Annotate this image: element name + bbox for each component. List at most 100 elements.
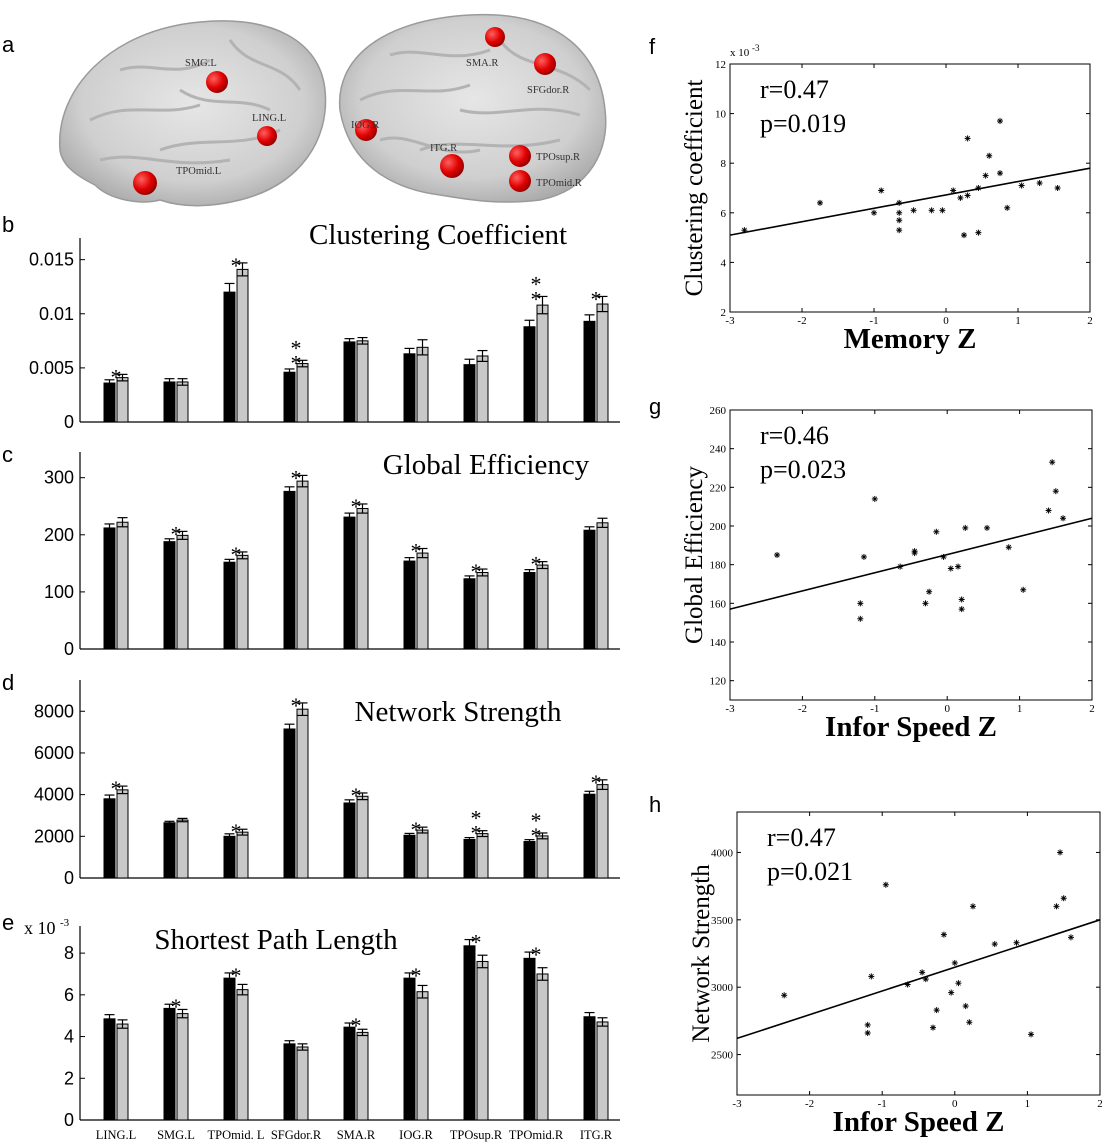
data-point: [939, 207, 946, 214]
data-point: [864, 1030, 871, 1037]
significance-star: *: [531, 808, 542, 833]
data-point: [871, 209, 877, 216]
data-point: [896, 227, 903, 234]
bar-1: [343, 516, 356, 650]
data-point: [1049, 459, 1056, 466]
data-point: [1052, 488, 1059, 495]
x-tick-label: 1: [1015, 315, 1021, 327]
bar-1: [463, 945, 476, 1121]
bar-2: [236, 989, 249, 1121]
bar-1: [283, 371, 296, 423]
y-tick-label: 0.005: [29, 358, 74, 378]
significance-star: *: [351, 783, 362, 808]
x-tick-label: -3: [732, 1098, 742, 1110]
bar-2: [116, 1023, 129, 1121]
bar-1: [163, 541, 176, 650]
significance-star: *: [471, 559, 482, 584]
regression-line: [736, 919, 1101, 1040]
region-label-tpomid-l: TPOmid.L: [176, 166, 221, 177]
regression-line: [729, 517, 1093, 610]
significance-star: *: [411, 963, 422, 988]
brain-node-smg-l: [206, 71, 228, 93]
bar-1: [103, 527, 116, 650]
bar-2: [356, 1031, 369, 1121]
significance-star: *: [111, 364, 122, 389]
bar-2: [296, 708, 309, 879]
bar-1: [343, 802, 356, 879]
data-point: [922, 976, 929, 983]
significance-star: *: [351, 494, 362, 519]
bar-2: [536, 973, 549, 1121]
bar-1: [283, 1043, 296, 1121]
bar-1: [223, 977, 236, 1121]
bar-1: [223, 291, 236, 423]
data-point: [951, 959, 958, 966]
data-point: [933, 1007, 940, 1014]
bar-2: [476, 355, 489, 423]
data-point: [817, 199, 823, 206]
y-tick-label: 2500: [711, 1050, 734, 1062]
data-point: [896, 199, 903, 206]
bar-2: [296, 480, 309, 650]
data-point: [1045, 507, 1052, 514]
y-tick-label: 180: [710, 560, 727, 572]
y-tick-label: 4: [721, 257, 727, 269]
data-point: [864, 1021, 871, 1028]
data-point: [878, 187, 885, 194]
p-value: p=0.023: [760, 455, 846, 484]
data-point: [975, 185, 982, 191]
y-tick-label: 200: [710, 521, 727, 533]
bar-2: [476, 960, 489, 1121]
bar-1: [403, 977, 416, 1121]
bar-1: [523, 571, 536, 650]
bar-2: [356, 795, 369, 879]
region-label-sfgdor-r: SFGdor.R: [527, 85, 569, 96]
y-tick-label: 6: [64, 985, 74, 1005]
y-tick-label: 8: [64, 943, 74, 963]
y-tick-label: 120: [710, 676, 727, 688]
bar-2: [416, 991, 429, 1121]
bar-2: [416, 552, 429, 650]
region-label-tposup-r: TPOsup.R: [536, 152, 580, 163]
chart-title: Clustering Coefficient: [309, 219, 567, 251]
data-point: [958, 596, 965, 603]
bar-2: [116, 521, 129, 650]
significance-star: *: [171, 994, 182, 1019]
bar-1: [223, 561, 236, 650]
category-label: SMA.R: [337, 1128, 376, 1142]
axis-multiplier: x 10 -3: [24, 917, 70, 938]
brain-node-itg-r: [440, 154, 464, 178]
x-tick-label: 0: [944, 703, 950, 715]
r-value: r=0.47: [760, 75, 829, 104]
data-point: [857, 600, 864, 607]
data-point: [975, 229, 982, 236]
p-value: p=0.019: [760, 109, 846, 138]
brain-node-ling-l: [257, 126, 277, 146]
data-point: [1018, 182, 1025, 189]
data-point: [966, 1019, 973, 1026]
r-value: r=0.46: [760, 421, 829, 450]
chart-title: Shortest Path Length: [154, 924, 398, 956]
region-label-iog-r: IOG.R: [351, 120, 379, 131]
significance-star: *: [531, 823, 542, 848]
data-point: [1036, 180, 1043, 187]
x-tick-label: -2: [805, 1098, 814, 1110]
significance-star: *: [171, 521, 182, 546]
y-tick-label: 0: [64, 868, 74, 888]
data-point: [997, 170, 1003, 177]
data-point: [882, 881, 889, 888]
data-point: [964, 135, 971, 142]
data-point: [986, 152, 993, 159]
data-point: [1060, 895, 1067, 902]
bar-2: [356, 508, 369, 650]
bar-2: [596, 1021, 609, 1121]
bar-2: [596, 303, 609, 423]
data-point: [857, 615, 864, 622]
bar-2: [176, 534, 189, 650]
data-point: [919, 969, 926, 976]
data-point: [1004, 204, 1011, 211]
data-point: [1054, 185, 1061, 191]
data-point: [928, 207, 935, 214]
